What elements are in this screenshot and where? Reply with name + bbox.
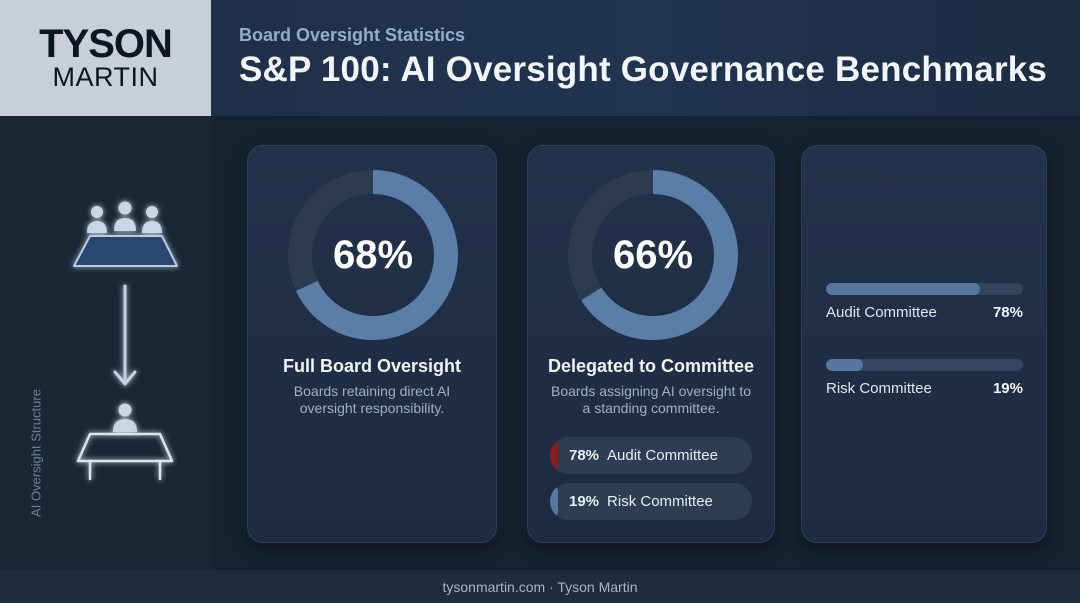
bar-label: Risk Committee (826, 380, 932, 397)
full-board-card: 68% Full Board Oversight Boards retainin… (247, 145, 497, 543)
structure-illustration (73, 201, 178, 481)
pill-percent: 19% (569, 493, 600, 510)
bar-fill (826, 359, 864, 371)
pill-percent: 78% (569, 447, 600, 464)
audit-committee-pill: 78% Audit Committee (550, 437, 752, 474)
bar-label: Audit Committee (826, 304, 937, 321)
donut-arc (568, 170, 738, 340)
pill-label: Audit Committee (607, 447, 718, 464)
bar-fill (826, 283, 980, 295)
arrow-down-icon (113, 284, 137, 386)
delegated-value: 66% (612, 232, 694, 277)
full-board-title: Full Board Oversight (282, 356, 462, 376)
pill-label: Risk Committee (607, 493, 713, 510)
brand-logo: TYSON MARTIN (0, 0, 211, 116)
header: TYSON MARTIN Board Oversight Statistics … (0, 0, 1080, 116)
delegated-description: Boards assigning AI oversight to a stand… (550, 383, 751, 416)
board-group-icon (73, 201, 178, 267)
structure-sidebar: AI Oversight Structure (0, 116, 211, 570)
full-board-value: 68% (332, 232, 414, 277)
footer-credit: tysonmartin.com · Tyson Martin (442, 578, 638, 595)
page-title: S&P 100: AI Oversight Governance Benchma… (239, 50, 1048, 89)
pill-accent (550, 441, 558, 470)
page-eyebrow: Board Oversight Statistics (239, 25, 466, 45)
footer: tysonmartin.com · Tyson Martin (0, 570, 1080, 603)
logo-line-1: TYSON (39, 22, 173, 66)
bar-track (826, 283, 1023, 295)
bar-value: 19% (992, 380, 1023, 397)
delegated-title: Delegated to Committee (547, 356, 755, 376)
delegated-donut (568, 170, 738, 340)
logo-line-2: MARTIN (52, 62, 159, 92)
committee-member-icon (76, 403, 174, 481)
committee-breakdown-card: Audit Committee 78% Risk Committee 19% (801, 145, 1047, 543)
risk-committee-pill: 19% Risk Committee (550, 483, 752, 520)
full-board-description: Boards retaining direct AI oversight res… (293, 383, 451, 416)
bar-value: 78% (992, 304, 1023, 321)
delegated-card: 66% Delegated to Committee Boards assign… (527, 145, 775, 543)
bar-track (826, 359, 1023, 371)
donut-arc (288, 170, 458, 340)
structure-label: AI Oversight Structure (28, 389, 44, 517)
pill-accent (550, 487, 558, 516)
full-board-donut (288, 170, 458, 340)
